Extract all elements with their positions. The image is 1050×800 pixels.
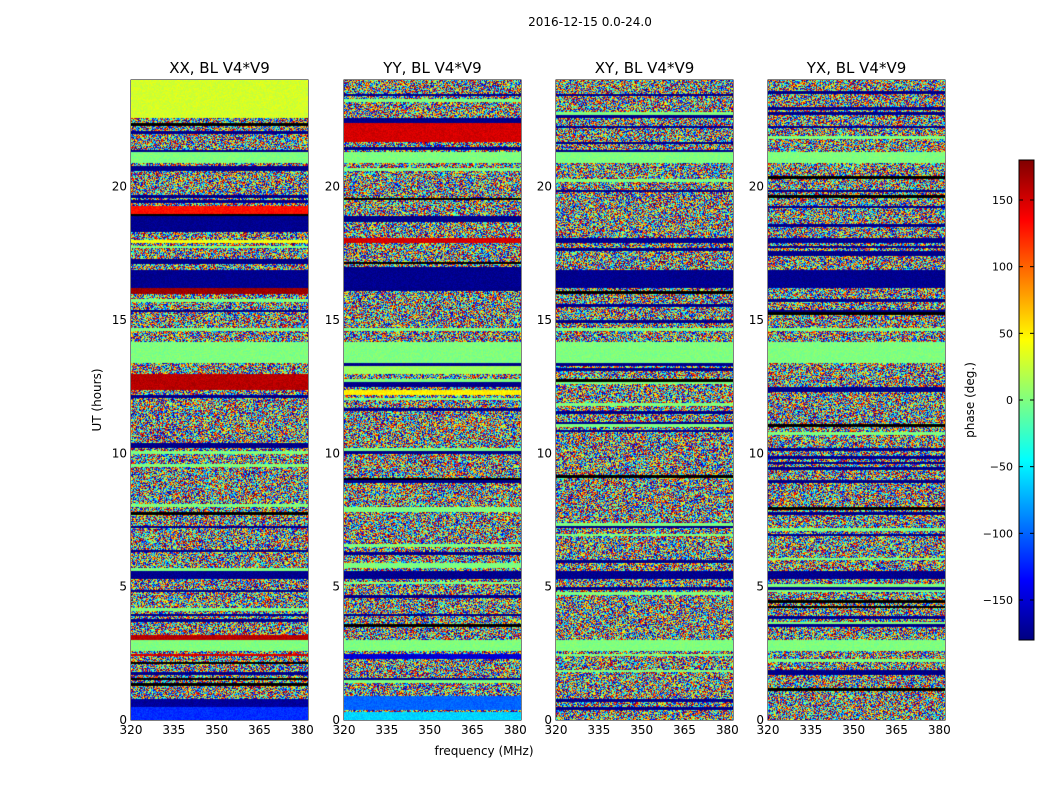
x-tick-label: 350 — [418, 723, 441, 737]
x-tick-label: 365 — [461, 723, 484, 737]
y-tick-label: 10 — [325, 446, 340, 460]
x-tick-label: 365 — [673, 723, 696, 737]
colorbar-tick-label: −50 — [990, 461, 1013, 474]
x-tick-label: 335 — [587, 723, 610, 737]
y-axis-label: UT (hours) — [90, 368, 104, 431]
x-tick-label: 320 — [545, 723, 568, 737]
panel-title-3: XY, BL V4*V9 — [595, 59, 695, 77]
x-tick-label: 365 — [885, 723, 908, 737]
x-tick-label: 350 — [630, 723, 653, 737]
y-tick-label: 0 — [544, 713, 552, 727]
y-tick-label: 5 — [332, 580, 340, 594]
y-tick-label: 5 — [756, 580, 764, 594]
colorbar-tick-label: 100 — [992, 261, 1013, 274]
phase-heatmap-1 — [131, 80, 308, 720]
y-tick-label: 0 — [332, 713, 340, 727]
x-tick-label: 350 — [842, 723, 865, 737]
x-tick-label: 320 — [333, 723, 356, 737]
y-tick-label: 5 — [544, 580, 552, 594]
y-tick-label: 20 — [112, 180, 127, 194]
x-tick-label: 350 — [205, 723, 228, 737]
y-tick-label: 15 — [749, 313, 764, 327]
colorbar-tick-label: −100 — [983, 527, 1013, 540]
x-axis-label: frequency (MHz) — [434, 744, 533, 758]
y-tick-label: 10 — [749, 446, 764, 460]
y-tick-label: 20 — [749, 180, 764, 194]
x-tick-label: 380 — [716, 723, 739, 737]
y-tick-label: 10 — [537, 446, 552, 460]
phase-heatmap-2 — [344, 80, 521, 720]
colorbar-tick-label: −150 — [983, 594, 1013, 607]
y-tick-label: 15 — [112, 313, 127, 327]
y-tick-label: 0 — [119, 713, 127, 727]
x-tick-label: 335 — [162, 723, 185, 737]
x-tick-label: 380 — [291, 723, 314, 737]
figure-title: 2016-12-15 0.0-24.0 — [528, 15, 652, 29]
phase-heatmap-4 — [768, 80, 945, 720]
panel-title-1: XX, BL V4*V9 — [169, 59, 270, 77]
y-tick-label: 20 — [325, 180, 340, 194]
x-tick-label: 335 — [375, 723, 398, 737]
x-tick-label: 365 — [248, 723, 271, 737]
colorbar-tick-label: 0 — [1006, 394, 1013, 407]
x-tick-label: 320 — [757, 723, 780, 737]
y-tick-label: 5 — [119, 580, 127, 594]
x-tick-label: 335 — [799, 723, 822, 737]
panel-title-2: YY, BL V4*V9 — [382, 59, 481, 77]
y-tick-label: 15 — [537, 313, 552, 327]
x-tick-label: 380 — [928, 723, 951, 737]
y-tick-label: 15 — [325, 313, 340, 327]
phase-heatmap-3 — [556, 80, 733, 720]
colorbar-label: phase (deg.) — [963, 362, 977, 438]
y-tick-label: 20 — [537, 180, 552, 194]
colorbar-tick-label: 50 — [999, 327, 1013, 340]
x-tick-label: 320 — [120, 723, 143, 737]
panel-title-4: YX, BL V4*V9 — [806, 59, 907, 77]
colorbar-tick-label: 150 — [992, 194, 1013, 207]
y-tick-label: 0 — [756, 713, 764, 727]
x-tick-label: 380 — [504, 723, 527, 737]
y-tick-label: 10 — [112, 446, 127, 460]
